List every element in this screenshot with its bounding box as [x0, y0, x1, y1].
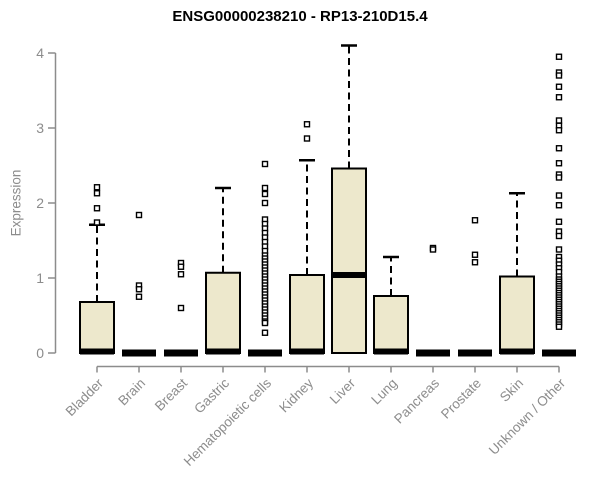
outlier-point [471, 251, 479, 258]
collapsed-box [458, 349, 492, 357]
outlier-point [303, 135, 311, 142]
outlier-point [93, 190, 101, 197]
collapsed-box [248, 349, 282, 357]
outlier-point [261, 329, 269, 336]
outlier-point [555, 53, 563, 60]
x-tick-label: Brain [115, 376, 148, 409]
x-tick-label: Liver [327, 375, 359, 407]
outlier-point [555, 232, 563, 240]
median-line [500, 348, 534, 355]
box [373, 295, 409, 354]
box [79, 301, 115, 354]
y-tick-label: 2 [36, 195, 44, 211]
x-tick-label: Kidney [276, 375, 316, 415]
median-line [332, 272, 366, 278]
outlier-point [555, 174, 563, 181]
outlier-point [261, 184, 269, 192]
median-line [206, 348, 240, 355]
outlier-point [135, 211, 143, 219]
outlier-point [429, 246, 437, 253]
median-line [80, 348, 114, 355]
outlier-point [135, 286, 143, 293]
outlier-point [261, 160, 269, 168]
box [205, 271, 241, 354]
outlier-point [93, 184, 101, 191]
x-tick-label: Gastric [191, 375, 232, 416]
outlier-point [555, 117, 563, 124]
x-tick-label: Prostate [438, 376, 484, 422]
outlier-point [93, 219, 101, 226]
median-line [290, 348, 324, 355]
outlier-point [555, 323, 563, 330]
outlier-point [555, 72, 563, 79]
x-tick-label: Breast [152, 375, 190, 413]
box [331, 167, 367, 354]
x-tick-label: Lung [368, 376, 400, 408]
outlier-point [471, 217, 479, 224]
collapsed-box [164, 349, 198, 357]
outlier-point [555, 145, 563, 152]
outlier-point [177, 304, 185, 312]
y-tick-label: 4 [36, 45, 44, 61]
outlier-point [261, 199, 269, 207]
median-line [374, 348, 408, 355]
outlier-point [555, 160, 563, 167]
collapsed-box [416, 349, 450, 357]
y-tick-label: 3 [36, 120, 44, 136]
outlier-point [555, 218, 563, 225]
outlier-point [555, 83, 563, 90]
outlier-point [555, 202, 563, 209]
x-tick-label: Unknown / Other [486, 375, 569, 458]
box [289, 274, 325, 354]
outlier-point [135, 293, 143, 300]
y-tick-label: 1 [36, 270, 44, 286]
outlier-point [261, 190, 269, 198]
outlier-point [555, 127, 563, 134]
outlier-point [471, 259, 479, 266]
outlier-point [261, 319, 269, 327]
outlier-point [93, 205, 101, 212]
x-tick-label: Pancreas [391, 375, 442, 426]
outlier-point [177, 263, 185, 270]
collapsed-box [542, 349, 576, 357]
collapsed-box [122, 349, 156, 357]
outlier-point [177, 271, 185, 278]
y-tick-label: 0 [36, 345, 44, 361]
outlier-point [555, 246, 563, 253]
x-tick-label: Skin [497, 376, 526, 405]
chart-title: ENSG00000238210 - RP13-210D15.4 [172, 8, 428, 25]
outlier-point [555, 94, 563, 101]
x-tick-label: Bladder [63, 375, 107, 419]
box [499, 275, 535, 354]
outlier-point [555, 192, 563, 199]
outlier-point [303, 121, 311, 128]
